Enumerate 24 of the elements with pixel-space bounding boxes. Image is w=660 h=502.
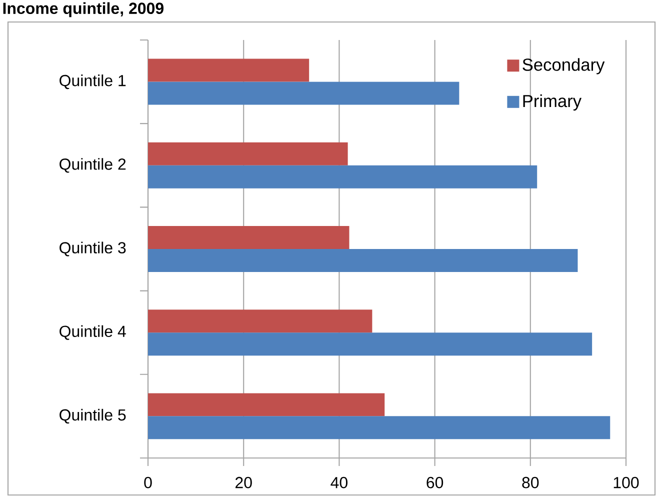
x-tick-label: 80	[522, 476, 539, 488]
bar	[148, 165, 538, 188]
bar	[148, 226, 350, 250]
y-tick-label: Quintile 4	[60, 325, 126, 340]
bar	[148, 393, 385, 416]
bar	[148, 82, 460, 105]
chart-title: Income quintile, 2009	[3, 2, 164, 18]
y-tick-label: Quintile 1	[60, 74, 126, 90]
bar	[148, 248, 578, 272]
x-tick-label: 40	[330, 476, 348, 488]
bar	[148, 142, 348, 166]
bar	[148, 332, 592, 356]
y-tick-label: Quintile 2	[60, 158, 126, 173]
x-tick-label: 60	[426, 476, 444, 488]
y-tick-label: Quintile 3	[60, 242, 126, 256]
x-tick-label: 20	[236, 476, 252, 488]
bar	[148, 416, 610, 440]
legend-label: Secondary	[522, 58, 605, 74]
y-tick-label: Quintile 5	[60, 408, 126, 424]
bar	[148, 58, 310, 82]
x-tick-label: 100	[614, 476, 639, 488]
x-tick-label: 0	[144, 476, 152, 488]
legend-label: Primary	[523, 94, 582, 111]
bar	[148, 310, 372, 333]
